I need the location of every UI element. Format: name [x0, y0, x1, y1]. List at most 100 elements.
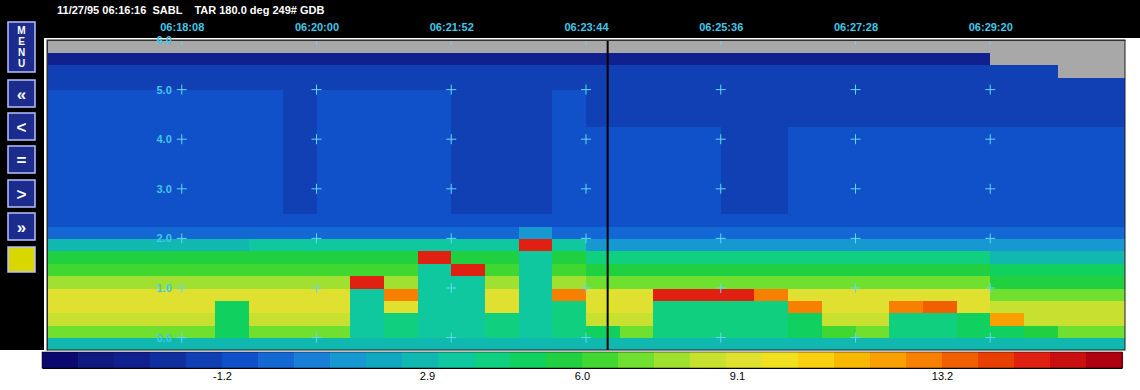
heatmap-cell [721, 139, 755, 152]
menu-button[interactable]: > [8, 180, 35, 207]
heatmap-cell [586, 176, 620, 189]
menu-button-box[interactable] [8, 146, 35, 173]
menu-button-label[interactable]: MENU [17, 25, 25, 69]
menu-button-box[interactable] [8, 113, 35, 140]
heatmap-cell [47, 152, 81, 165]
colorbar-swatch [618, 352, 655, 368]
heatmap-cell [114, 189, 148, 202]
heatmap-cell [721, 189, 755, 202]
menu-button-box[interactable] [8, 80, 35, 107]
heatmap-cell [687, 214, 721, 227]
heatmap-cell [81, 164, 115, 177]
heatmap-cell [485, 40, 519, 53]
heatmap-cell [1091, 325, 1125, 338]
heatmap-cell [418, 65, 452, 78]
menu-color-button[interactable] [8, 247, 35, 272]
heatmap-cell [182, 176, 216, 189]
heatmap-cell [182, 164, 216, 177]
heatmap-cell [687, 90, 721, 103]
menu-button-label[interactable]: = [17, 151, 27, 170]
heatmap-cell [552, 251, 586, 264]
heatmap-cell [889, 52, 923, 65]
heatmap-cell [317, 276, 351, 289]
grid-cross [312, 184, 322, 194]
heatmap-cell [889, 152, 923, 165]
heatmap-cell [687, 300, 721, 313]
heatmap-cell [384, 201, 418, 214]
heatmap-cell [1024, 325, 1058, 338]
menu-button[interactable]: » [8, 213, 35, 240]
heatmap-cell [1024, 90, 1058, 103]
heatmap-cell [1091, 276, 1125, 289]
heatmap-cell [148, 300, 182, 313]
heatmap-cell [754, 65, 788, 78]
heatmap-cell [552, 114, 586, 127]
heatmap-cell [81, 102, 115, 115]
heatmap-cell [519, 238, 553, 251]
heatmap-cell [215, 139, 249, 152]
heatmap-cell [418, 114, 452, 127]
menu-button-label[interactable]: « [17, 85, 26, 104]
heatmap-cell [182, 102, 216, 115]
heatmap-cell [283, 276, 317, 289]
heatmap-cell [990, 176, 1024, 189]
colorbar-swatch [438, 352, 475, 368]
heatmap-cell [182, 77, 216, 90]
heatmap-cell [317, 325, 351, 338]
heatmap-cell [957, 52, 991, 65]
grid-cross [177, 134, 187, 144]
colorbar-swatch [42, 352, 79, 368]
heatmap-cell [317, 313, 351, 326]
heatmap-cell [923, 139, 957, 152]
menu-button[interactable]: < [8, 113, 35, 140]
grid-cross [851, 333, 861, 343]
colorbar-axis: -1.22.96.09.113.2 [43, 368, 1123, 382]
heatmap-cell [418, 127, 452, 140]
heatmap-cell [923, 251, 957, 264]
heatmap-cell [889, 288, 923, 301]
heatmap-cell [620, 52, 654, 65]
heatmap-cell [620, 338, 654, 350]
menu-button[interactable]: MENU [8, 22, 35, 72]
grid-cross [581, 85, 591, 95]
menu-button[interactable]: = [8, 146, 35, 173]
menu-button-label[interactable]: » [17, 218, 26, 237]
heatmap-cell [350, 164, 384, 177]
chart-root: 11/27/95 06:16:16 SABL TAR 180.0 deg 249… [0, 0, 1140, 390]
heatmap-cell [957, 77, 991, 90]
menu-button-box[interactable] [8, 22, 35, 72]
heatmap-cell [1091, 52, 1125, 65]
heatmap-cell [856, 77, 890, 90]
heatmap-cell [215, 189, 249, 202]
heatmap-cell [81, 176, 115, 189]
menu-button-label[interactable]: > [17, 185, 27, 204]
heatmap-cell [687, 313, 721, 326]
heatmap-cell [552, 238, 586, 251]
heatmap-cell [788, 300, 822, 313]
menu-button-box[interactable] [8, 180, 35, 207]
menu-button-label[interactable]: < [17, 118, 27, 137]
heatmap-cell [485, 114, 519, 127]
heatmap-cell [653, 276, 687, 289]
heatmap-cell [418, 325, 452, 338]
heatmap-cell [451, 114, 485, 127]
heatmap-cell [889, 263, 923, 276]
colorbar-swatch [1050, 352, 1087, 368]
heatmap-cell [148, 52, 182, 65]
heatmap-cell [957, 152, 991, 165]
heatmap-cell [923, 90, 957, 103]
menu-button-box[interactable] [8, 213, 35, 240]
heatmap-cell [317, 77, 351, 90]
heatmap-cell [620, 65, 654, 78]
grid-cross [177, 233, 187, 243]
heatmap-cell [114, 40, 148, 53]
heatmap-cell [721, 313, 755, 326]
heatmap-cell [754, 201, 788, 214]
plot-background [47, 40, 1125, 350]
heatmap-cell [148, 152, 182, 165]
heatmap-cell [114, 52, 148, 65]
heatmap-cell [317, 214, 351, 227]
heatmap-cell [889, 238, 923, 251]
heatmap-cell [451, 52, 485, 65]
menu-button[interactable]: « [8, 80, 35, 107]
